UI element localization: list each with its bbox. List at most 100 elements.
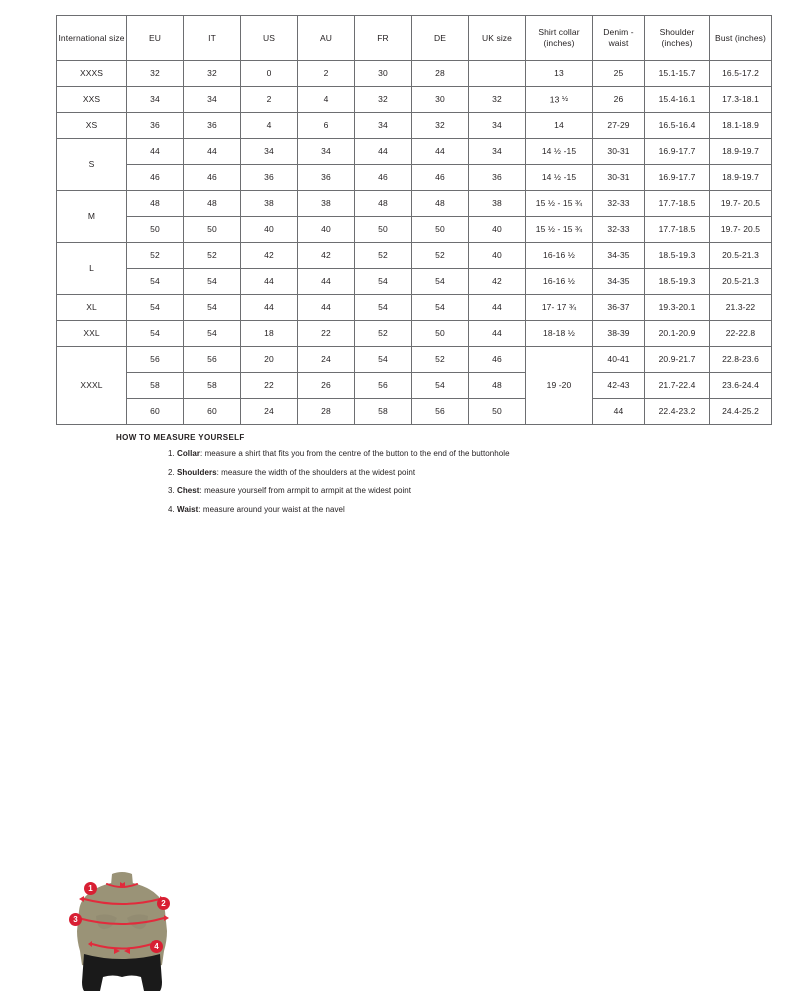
- cell-shoulder: 16.9-17.7: [644, 138, 710, 165]
- cell-de: 44: [411, 138, 469, 165]
- column-header-shoulder: Shoulder (inches): [644, 15, 710, 61]
- cell-shoulder: 20.1-20.9: [644, 320, 710, 347]
- cell-bust: 19.7- 20.5: [709, 216, 772, 243]
- cell-de: 32: [411, 112, 469, 139]
- cell-denim: 34-35: [592, 242, 645, 269]
- cell-us: 2: [240, 86, 298, 113]
- table-row: 54 54 44 44 54 54 42 16-16 ½ 34-35 18.5-19.3 20.5-…: [57, 268, 772, 295]
- table-row: 50 50 40 40 50 50 40 15 ½ - 15 ¾ 32-33 17.7-18.5 1…: [57, 216, 772, 243]
- cell-de: 52: [411, 242, 469, 269]
- table-row: 60 60 24 28 58 56 50 44 22.4-23.2 24.4-25.2: [57, 398, 772, 425]
- table-row: XXXL 56 56 20 24 54 52 46 19 -20 40-41 20.9-21.7 22…: [56, 346, 772, 425]
- cell-au: 26: [297, 372, 355, 399]
- measure-instruction-4: 4. Waist: measure around your waist at t…: [168, 505, 728, 514]
- cell-international-size: L: [56, 242, 127, 295]
- cell-international-size: XXXS: [56, 60, 127, 87]
- cell-fr: 48: [354, 190, 412, 217]
- cell-bust: 22-22.8: [709, 320, 772, 347]
- cell-denim: 44: [592, 398, 645, 425]
- cell-uk: [468, 60, 526, 87]
- table-row: M 48 48 38 38 48 48 38 15 ½ - 15 ¾ 32-33 17.7-18.5…: [56, 190, 772, 243]
- cell-us: 4: [240, 112, 298, 139]
- cell-us: 44: [240, 294, 298, 321]
- measure-instruction-text: : measure yourself from armpit to armpit…: [199, 486, 412, 495]
- cell-uk: 40: [468, 216, 526, 243]
- cell-denim: 38-39: [592, 320, 645, 347]
- cell-eu: 46: [126, 164, 184, 191]
- cell-de: 46: [411, 164, 469, 191]
- table-row: 58 58 22 26 56 54 48 42-43 21.7-22.4 23.6-24.4: [57, 372, 772, 399]
- cell-au: 44: [297, 268, 355, 295]
- cell-eu: 52: [126, 242, 184, 269]
- measure-instruction-text: : measure the width of the shoulders at …: [216, 467, 416, 477]
- cell-denim: 34-35: [592, 268, 645, 295]
- cell-de: 54: [411, 294, 469, 321]
- cell-au: 2: [297, 60, 355, 87]
- table-row: XXS 34 34 2 4 32 30 32 13 ½ 26 15.4-16.1 17.3-18.1: [56, 86, 772, 113]
- cell-fr: 54: [354, 346, 412, 373]
- cell-shirt-collar: 13: [525, 60, 593, 87]
- cell-fr: 34: [354, 112, 412, 139]
- cell-it: 56: [183, 346, 241, 373]
- cell-denim: 32-33: [592, 216, 645, 243]
- measure-badge-2: 2: [157, 897, 170, 910]
- cell-it: 34: [183, 86, 241, 113]
- measure-badge-4: 4: [150, 940, 163, 953]
- cell-bust: 20.5-21.3: [709, 268, 772, 295]
- cell-us: 0: [240, 60, 298, 87]
- cell-denim: 27-29: [592, 112, 645, 139]
- cell-bust: 18.1-18.9: [709, 112, 772, 139]
- measure-badge-3: 3: [69, 913, 82, 926]
- cell-au: 24: [297, 346, 355, 373]
- cell-it: 58: [183, 372, 241, 399]
- cell-us: 38: [240, 190, 298, 217]
- cell-us: 40: [240, 216, 298, 243]
- cell-uk: 32: [468, 86, 526, 113]
- cell-fr: 52: [354, 320, 412, 347]
- cell-shoulder: 17.7-18.5: [644, 216, 710, 243]
- cell-au: 44: [297, 294, 355, 321]
- cell-fr: 46: [354, 164, 412, 191]
- cell-au: 22: [297, 320, 355, 347]
- cell-de: 54: [411, 372, 469, 399]
- cell-bust: 23.6-24.4: [709, 372, 772, 399]
- measure-instruction-text: : measure a shirt that fits you from the…: [200, 449, 510, 458]
- table-row: XXL 54 54 18 22 52 50 44 18-18 ½ 38-39 20.1-20.9 22…: [56, 320, 772, 347]
- cell-denim: 30-31: [592, 164, 645, 191]
- cell-eu: 54: [126, 268, 184, 295]
- cell-fr: 58: [354, 398, 412, 425]
- mannequin-illustration: [73, 872, 169, 991]
- cell-fr: 52: [354, 242, 412, 269]
- cell-bust: 21.3-22: [709, 294, 772, 321]
- how-to-measure-title: HOW TO MEASURE YOURSELF: [116, 433, 245, 442]
- cell-bust: 17.3-18.1: [709, 86, 772, 113]
- column-header-fr: FR: [354, 15, 412, 61]
- cell-shirt-collar: 14 ½ -15: [525, 138, 593, 165]
- cell-shirt-collar: 16-16 ½: [525, 268, 593, 295]
- cell-shirt-collar: 13 ½: [525, 86, 593, 113]
- cell-shirt-collar: 14 ½ -15: [525, 164, 593, 191]
- cell-shirt-collar: 18-18 ½: [525, 320, 593, 347]
- cell-international-size: XXL: [56, 320, 127, 347]
- cell-shoulder: 20.9-21.7: [644, 346, 710, 373]
- cell-eu: 44: [126, 138, 184, 165]
- cell-bust: 16.5-17.2: [709, 60, 772, 87]
- measure-instruction-1: 1. Collar: measure a shirt that fits you…: [168, 449, 728, 458]
- cell-au: 4: [297, 86, 355, 113]
- cell-denim: 40-41: [592, 346, 645, 373]
- cell-eu: 36: [126, 112, 184, 139]
- cell-fr: 54: [354, 294, 412, 321]
- cell-shoulder: 16.5-16.4: [644, 112, 710, 139]
- cell-eu: 60: [126, 398, 184, 425]
- column-header-bust: Bust (inches): [709, 15, 772, 61]
- cell-de: 54: [411, 268, 469, 295]
- cell-uk: 50: [468, 398, 526, 425]
- cell-denim: 32-33: [592, 190, 645, 217]
- cell-uk: 42: [468, 268, 526, 295]
- measure-instruction-label: Collar: [177, 449, 201, 458]
- column-header-uk-size: UK size: [468, 15, 526, 61]
- cell-eu: 58: [126, 372, 184, 399]
- cell-uk: 34: [468, 138, 526, 165]
- cell-fr: 30: [354, 60, 412, 87]
- cell-shoulder: 22.4-23.2: [644, 398, 710, 425]
